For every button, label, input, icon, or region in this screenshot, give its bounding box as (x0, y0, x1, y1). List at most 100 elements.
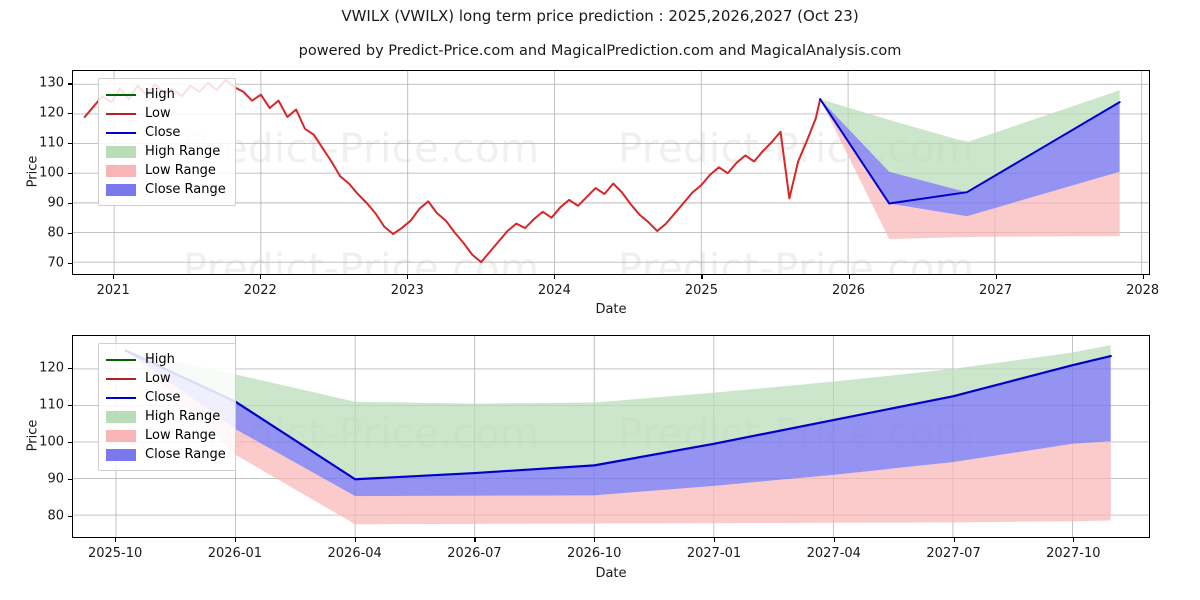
page-subtitle: powered by Predict-Price.com and Magical… (298, 43, 902, 59)
overview-y-tick-label: 90 (47, 195, 64, 211)
forecast-legend-label: Low Range (145, 428, 216, 443)
overview-close-forecast-line (819, 98, 1121, 205)
forecast-x-tick-mark (354, 538, 356, 542)
overview-close-range-band (820, 99, 1120, 217)
overview-y-tick-label: 120 (39, 105, 64, 121)
forecast-x-tick-label: 2026-01 (207, 546, 263, 561)
overview-y-tick-mark (68, 173, 72, 175)
forecast-legend-item-high-range[interactable]: High Range (106, 407, 226, 426)
forecast-chart-canvas (73, 336, 1149, 537)
overview-x-tick-mark (995, 275, 997, 279)
overview-y-tick-label: 80 (47, 225, 64, 241)
overview-low-range-band (820, 99, 1120, 240)
overview-y-tick-mark (68, 203, 72, 205)
overview-y-tick-mark (68, 113, 72, 115)
forecast-x-tick-label: 2027-01 (686, 546, 742, 561)
overview-legend-item-close-range[interactable]: Close Range (106, 180, 226, 199)
overview-x-tick-label: 2026 (831, 283, 866, 298)
overview-y-tick-mark (68, 143, 72, 145)
forecast-high-range-band (125, 345, 1111, 480)
forecast-legend-label: Close Range (145, 447, 226, 462)
forecast-y-tick-mark (68, 405, 72, 407)
forecast-legend: High Low Close High Range Low Range Close Ran… (98, 343, 236, 471)
overview-legend-item-low[interactable]: Low (106, 104, 226, 123)
overview-legend-item-high[interactable]: High (106, 85, 226, 104)
forecast-x-tick-label: 2026-07 (447, 546, 502, 561)
overview-y-tick-mark (68, 233, 72, 235)
overview-legend-item-close[interactable]: Close (106, 123, 226, 142)
forecast-legend-item-close-range[interactable]: Close Range (106, 445, 226, 464)
overview-legend-label: Close Range (145, 182, 226, 197)
overview-x-tick-label: 2025 (684, 283, 718, 298)
forecast-low-range-band (125, 350, 1111, 525)
overview-legend-label: Low Range (145, 163, 216, 178)
overview-high-range-band (820, 90, 1120, 193)
forecast-y-tick-label: 90 (47, 471, 64, 487)
overview-x-tick-label: 2021 (96, 283, 130, 298)
overview-x-tick-mark (701, 275, 703, 279)
overview-legend-swatch-icon (106, 89, 136, 101)
overview-legend-swatch-icon (106, 127, 136, 139)
overview-legend-swatch-icon (106, 183, 136, 196)
overview-x-tick-label: 2024 (537, 283, 571, 298)
forecast-y-tick-label: 110 (39, 397, 64, 413)
forecast-y-tick-mark (68, 368, 72, 370)
overview-legend-label: High Range (145, 144, 221, 159)
forecast-x-tick-mark (953, 538, 955, 542)
forecast-y-tick-label: 100 (39, 434, 64, 450)
forecast-x-tick-mark (1073, 538, 1075, 542)
overview-legend-swatch-icon (106, 108, 136, 120)
overview-x-tick-mark (113, 275, 115, 279)
forecast-x-tick-mark (833, 538, 835, 542)
overview-x-tick-mark (848, 275, 850, 279)
forecast-y-tick-mark (68, 515, 72, 517)
forecast-legend-swatch-icon (106, 448, 136, 461)
forecast-x-tick-mark (714, 538, 716, 542)
forecast-x-tick-label: 2026-10 (567, 546, 622, 561)
forecast-legend-swatch-icon (106, 392, 136, 404)
overview-x-tick-mark (554, 275, 556, 279)
forecast-close-range-band (125, 350, 1111, 497)
forecast-close-line (124, 349, 1112, 481)
forecast-x-tick-label: 2025-10 (87, 546, 143, 561)
forecast-x-tick-mark (234, 538, 236, 542)
forecast-legend-label: Low (145, 371, 171, 386)
overview-legend-label: Close (145, 125, 181, 140)
overview-x-tick-mark (407, 275, 409, 279)
overview-x-tick-label: 2023 (390, 283, 424, 298)
forecast-x-tick-mark (115, 538, 117, 542)
forecast-legend-label: High Range (145, 409, 221, 424)
forecast-legend-label: High (145, 352, 175, 367)
overview-x-tick-label: 2027 (979, 283, 1013, 298)
forecast-legend-item-high[interactable]: High (106, 350, 226, 369)
overview-legend-item-low-range[interactable]: Low Range (106, 161, 226, 180)
forecast-legend-item-low-range[interactable]: Low Range (106, 426, 226, 445)
overview-x-tick-label: 2028 (1126, 283, 1160, 298)
forecast-x-tick-label: 2026-04 (327, 546, 382, 561)
forecast-x-tick-label: 2027-10 (1046, 546, 1101, 561)
page-title: VWILX (VWILX) long term price prediction… (341, 7, 859, 25)
overview-y-tick-mark (68, 83, 72, 85)
overview-legend-label: Low (145, 106, 171, 121)
overview-legend-swatch-icon (106, 145, 136, 158)
forecast-legend-swatch-icon (106, 373, 136, 385)
forecast-legend-item-close[interactable]: Close (106, 388, 226, 407)
forecast-y-tick-mark (68, 442, 72, 444)
forecast-x-tick-mark (594, 538, 596, 542)
forecast-legend-swatch-icon (106, 429, 136, 442)
overview-x-tick-mark (260, 275, 262, 279)
overview-y-tick-label: 110 (39, 135, 64, 151)
overview-legend-swatch-icon (106, 164, 136, 177)
overview-y-tick-label: 70 (47, 255, 64, 271)
overview-y-tick-label: 100 (39, 165, 64, 181)
forecast-x-tick-label: 2027-07 (926, 546, 981, 561)
overview-legend-item-high-range[interactable]: High Range (106, 142, 226, 161)
forecast-legend-item-low[interactable]: Low (106, 369, 226, 388)
forecast-legend-label: Close (145, 390, 181, 405)
overview-legend: High Low Close High Range Low Range Close Ran… (98, 78, 236, 206)
overview-y-tick-label: 130 (39, 75, 64, 91)
overview-x-tick-label: 2022 (243, 283, 277, 298)
forecast-y-tick-label: 120 (39, 360, 64, 376)
forecast-x-tick-mark (474, 538, 476, 542)
